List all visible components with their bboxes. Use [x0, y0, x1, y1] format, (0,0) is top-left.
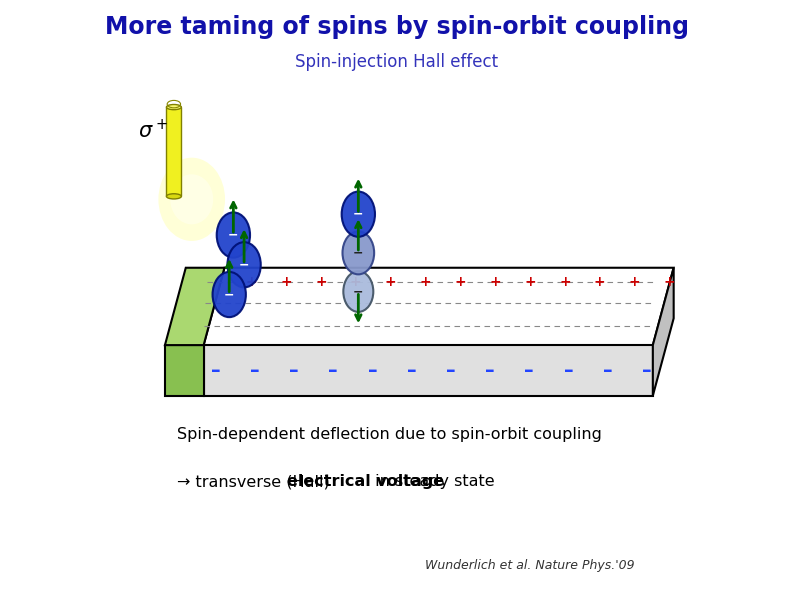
Text: +: +	[664, 275, 676, 289]
Text: Wunderlich et al. Nature Phys.'09: Wunderlich et al. Nature Phys.'09	[426, 559, 635, 572]
Text: −: −	[353, 285, 364, 298]
Text: Spin-dependent deflection due to spin-orbit coupling: Spin-dependent deflection due to spin-or…	[177, 427, 602, 442]
Text: +: +	[524, 275, 536, 289]
Text: −: −	[353, 208, 364, 221]
Ellipse shape	[227, 242, 260, 287]
Polygon shape	[165, 268, 225, 345]
Ellipse shape	[217, 212, 250, 258]
Text: −: −	[239, 258, 249, 271]
Polygon shape	[653, 268, 673, 396]
Text: Spin-injection Hall effect: Spin-injection Hall effect	[295, 54, 499, 71]
Text: −: −	[228, 228, 239, 242]
Text: –: –	[485, 361, 495, 380]
Text: –: –	[564, 361, 573, 380]
Polygon shape	[203, 345, 653, 396]
Text: +: +	[629, 275, 641, 289]
Ellipse shape	[159, 158, 225, 241]
Text: in steady state: in steady state	[370, 474, 495, 490]
Text: +: +	[559, 275, 571, 289]
Ellipse shape	[213, 272, 246, 317]
Ellipse shape	[170, 174, 213, 224]
Text: –: –	[368, 361, 377, 380]
Text: –: –	[250, 361, 260, 380]
Text: −: −	[353, 246, 364, 259]
Ellipse shape	[167, 105, 181, 109]
Polygon shape	[167, 107, 181, 196]
Text: –: –	[329, 361, 338, 380]
Ellipse shape	[342, 231, 374, 274]
Text: +: +	[594, 275, 606, 289]
Text: −: −	[224, 288, 234, 301]
Polygon shape	[203, 268, 673, 345]
Text: $\sigma^+$: $\sigma^+$	[138, 119, 168, 143]
Ellipse shape	[343, 271, 373, 312]
Text: –: –	[407, 361, 416, 380]
Text: –: –	[642, 361, 652, 380]
Text: electrical voltage: electrical voltage	[287, 474, 444, 490]
Text: +: +	[350, 275, 361, 289]
Text: +: +	[420, 275, 431, 289]
Text: –: –	[289, 361, 299, 380]
Text: +: +	[245, 275, 257, 289]
Text: +: +	[280, 275, 292, 289]
Text: +: +	[315, 275, 327, 289]
Text: –: –	[446, 361, 456, 380]
Text: More taming of spins by spin-orbit coupling: More taming of spins by spin-orbit coupl…	[105, 15, 689, 39]
Text: → transverse (Hall): → transverse (Hall)	[177, 474, 335, 490]
Ellipse shape	[341, 192, 375, 237]
Text: –: –	[525, 361, 534, 380]
Ellipse shape	[167, 194, 181, 199]
Text: +: +	[385, 275, 396, 289]
Text: +: +	[454, 275, 466, 289]
Text: –: –	[210, 361, 221, 380]
Text: –: –	[603, 361, 612, 380]
Text: +: +	[489, 275, 501, 289]
Polygon shape	[165, 345, 203, 396]
